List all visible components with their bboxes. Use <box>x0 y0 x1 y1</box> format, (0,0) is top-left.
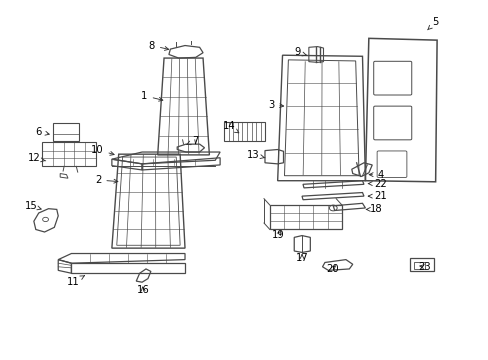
Text: 5: 5 <box>427 17 438 30</box>
Text: 23: 23 <box>418 262 430 272</box>
Text: 3: 3 <box>267 100 283 110</box>
Text: 10: 10 <box>91 144 114 155</box>
Bar <box>269 205 341 229</box>
Text: 21: 21 <box>367 191 386 201</box>
Text: 18: 18 <box>366 204 382 215</box>
Bar <box>53 123 79 140</box>
Text: 16: 16 <box>137 285 149 296</box>
Bar <box>42 142 96 166</box>
Text: 12: 12 <box>27 153 46 163</box>
Text: 2: 2 <box>95 175 118 185</box>
Text: 17: 17 <box>295 253 308 263</box>
Bar <box>409 258 433 271</box>
Bar <box>224 122 265 141</box>
Text: 22: 22 <box>367 179 386 189</box>
Text: 20: 20 <box>325 264 338 274</box>
Text: 19: 19 <box>272 230 285 239</box>
Bar <box>413 262 424 269</box>
Text: 15: 15 <box>24 201 41 211</box>
Text: 11: 11 <box>66 276 84 287</box>
Text: 7: 7 <box>186 136 199 145</box>
Text: 8: 8 <box>148 41 168 50</box>
Text: 4: 4 <box>368 170 384 180</box>
Text: 6: 6 <box>36 127 49 136</box>
Text: 1: 1 <box>141 91 163 101</box>
Text: 9: 9 <box>293 47 305 57</box>
Text: 14: 14 <box>222 121 238 133</box>
Text: 13: 13 <box>246 150 264 160</box>
